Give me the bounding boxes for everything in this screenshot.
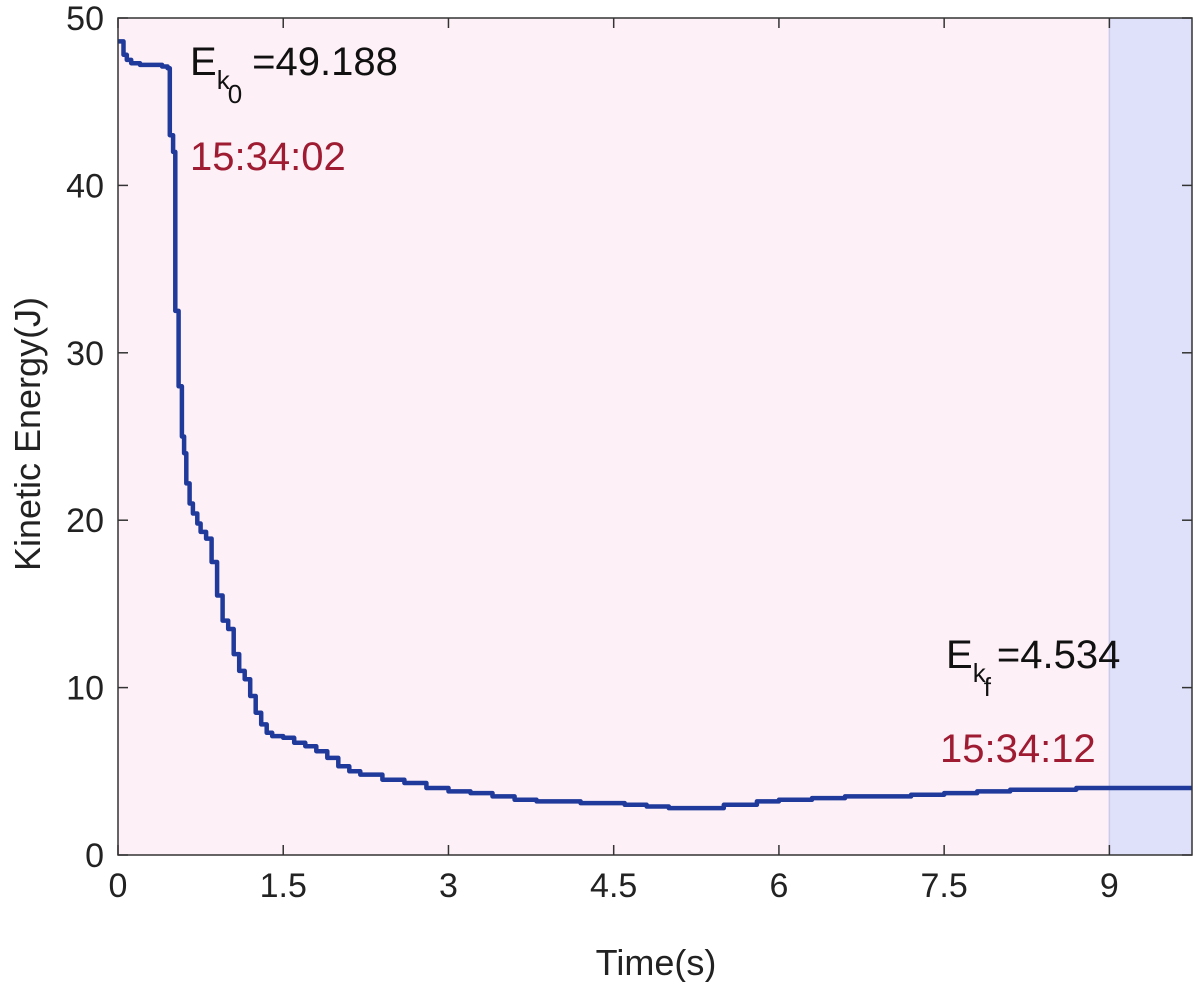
x-tick-label-0: 0 [109, 867, 128, 905]
series-line-0 [117, 39, 1192, 811]
svg-text:Ek0=49.188: Ek0 =49.188 [190, 40, 398, 109]
x-tick-label-3: 4.5 [590, 867, 637, 905]
y-tick-label-5: 50 [66, 0, 104, 38]
annotation-end-sub-k: k [973, 658, 987, 688]
annotation-start-time: 15:34:02 [190, 135, 346, 179]
y-tick-label-0: 0 [85, 837, 104, 875]
svg-text:Ekf=4.534: Ekf=4.534 [946, 633, 1120, 702]
y-tick-label-2: 20 [66, 502, 104, 540]
background-region-0 [118, 18, 1110, 855]
x-tick-label-1: 1.5 [260, 867, 307, 905]
annotation-end: Ekf=4.534 15:34:12 [940, 633, 1120, 771]
x-tick-label-4: 6 [769, 867, 788, 905]
annotation-start-symbol: E [190, 40, 217, 84]
annotation-start: Ek0 =49.188 15:34:02 [190, 40, 398, 179]
annotation-start-sub-0: 0 [228, 79, 242, 109]
annotation-end-value: =4.534 [997, 633, 1120, 677]
annotation-end-time: 15:34:12 [940, 727, 1096, 771]
background-region-1 [1109, 18, 1192, 855]
annotation-start-sub-k: k [217, 65, 231, 95]
x-axis-label: Time(s) [596, 942, 717, 982]
y-tick-label-3: 30 [66, 335, 104, 373]
annotation-end-sub-f: f [984, 672, 992, 702]
x-tick-label-2: 3 [439, 867, 458, 905]
x-tick-label-6: 9 [1100, 867, 1119, 905]
annotation-start-value: =49.188 [252, 40, 398, 84]
y-tick-label-4: 40 [66, 167, 104, 205]
y-axis-label: Kinetic Energy(J) [7, 297, 48, 571]
y-tick-label-1: 10 [66, 670, 104, 708]
x-tick-label-5: 7.5 [921, 867, 968, 905]
plot-frame [117, 17, 1193, 856]
annotation-end-symbol: E [946, 633, 973, 677]
